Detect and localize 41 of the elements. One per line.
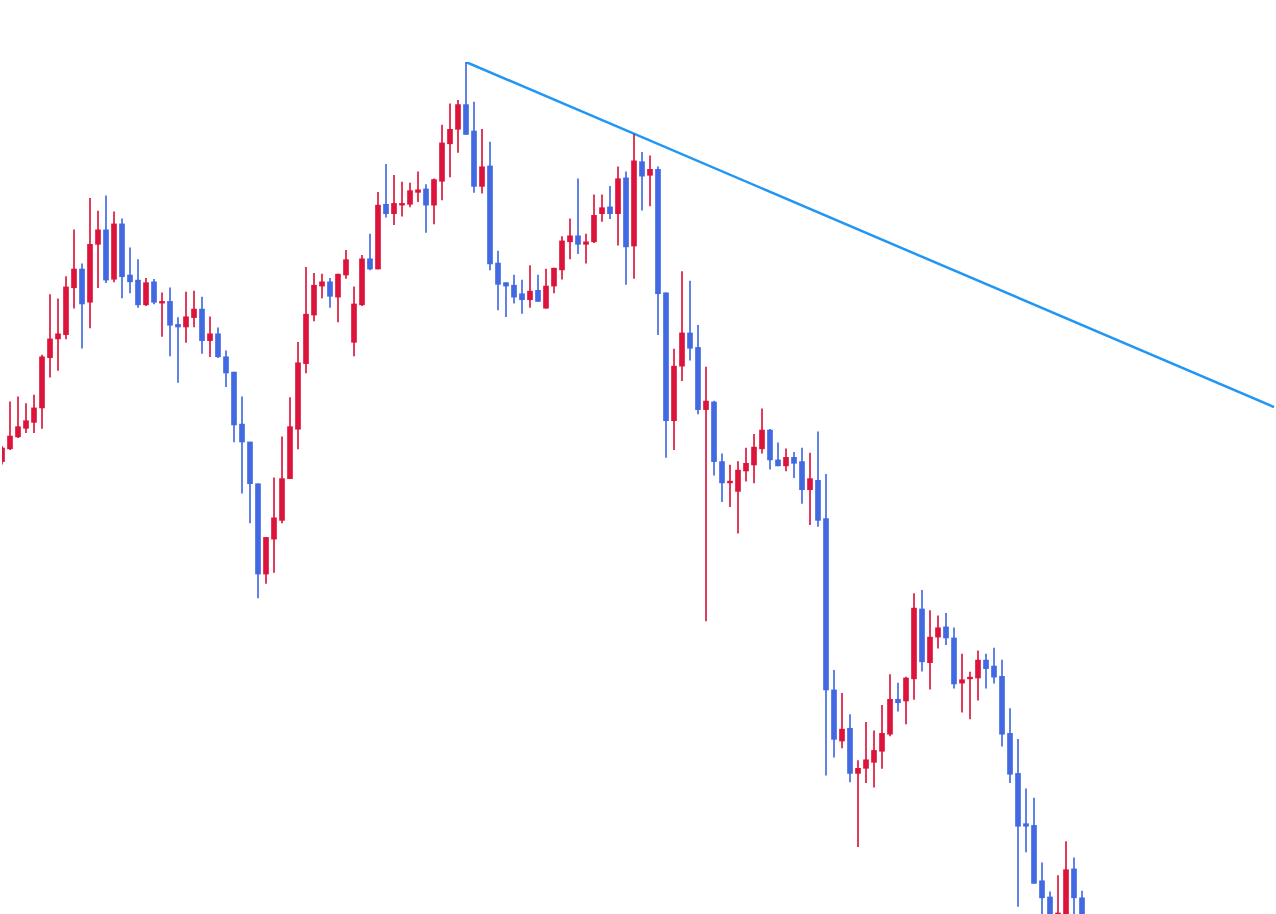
candlestick [519, 279, 525, 314]
candlestick [583, 233, 589, 264]
candlestick [95, 210, 101, 289]
candlestick [319, 273, 325, 299]
candlestick [855, 760, 861, 848]
candlestick [271, 477, 277, 573]
candlestick [183, 291, 189, 343]
candlestick [47, 294, 53, 378]
candlestick [191, 290, 197, 328]
candlestick [1023, 788, 1029, 853]
candlestick [567, 218, 573, 260]
candlestick [639, 151, 645, 211]
candlestick [839, 693, 845, 749]
candlestick [727, 464, 733, 508]
candlestick [967, 671, 973, 720]
candlestick [983, 653, 989, 689]
candlestick [703, 366, 709, 622]
candlestick [959, 653, 965, 713]
candlestick [447, 103, 453, 178]
candlestick [175, 317, 181, 383]
candlestick [55, 298, 61, 371]
candlestick [743, 447, 749, 482]
candlestick [239, 396, 245, 494]
candlestick [871, 730, 877, 788]
candlestick [687, 280, 693, 361]
candlestick [383, 163, 389, 218]
candlestick [647, 155, 653, 207]
candlestick [575, 178, 581, 255]
candlestick [399, 181, 405, 217]
candlestick [807, 452, 813, 525]
candlestick [159, 292, 165, 337]
candlestick [895, 682, 901, 712]
candlestick [391, 174, 397, 226]
candlestick [607, 186, 613, 220]
candlestick [71, 229, 77, 309]
candlestick [415, 171, 421, 203]
candlestick [503, 282, 509, 318]
candlestick [207, 316, 213, 358]
candlestick [127, 247, 133, 294]
candlestick [863, 721, 869, 784]
candlestick [527, 265, 533, 308]
